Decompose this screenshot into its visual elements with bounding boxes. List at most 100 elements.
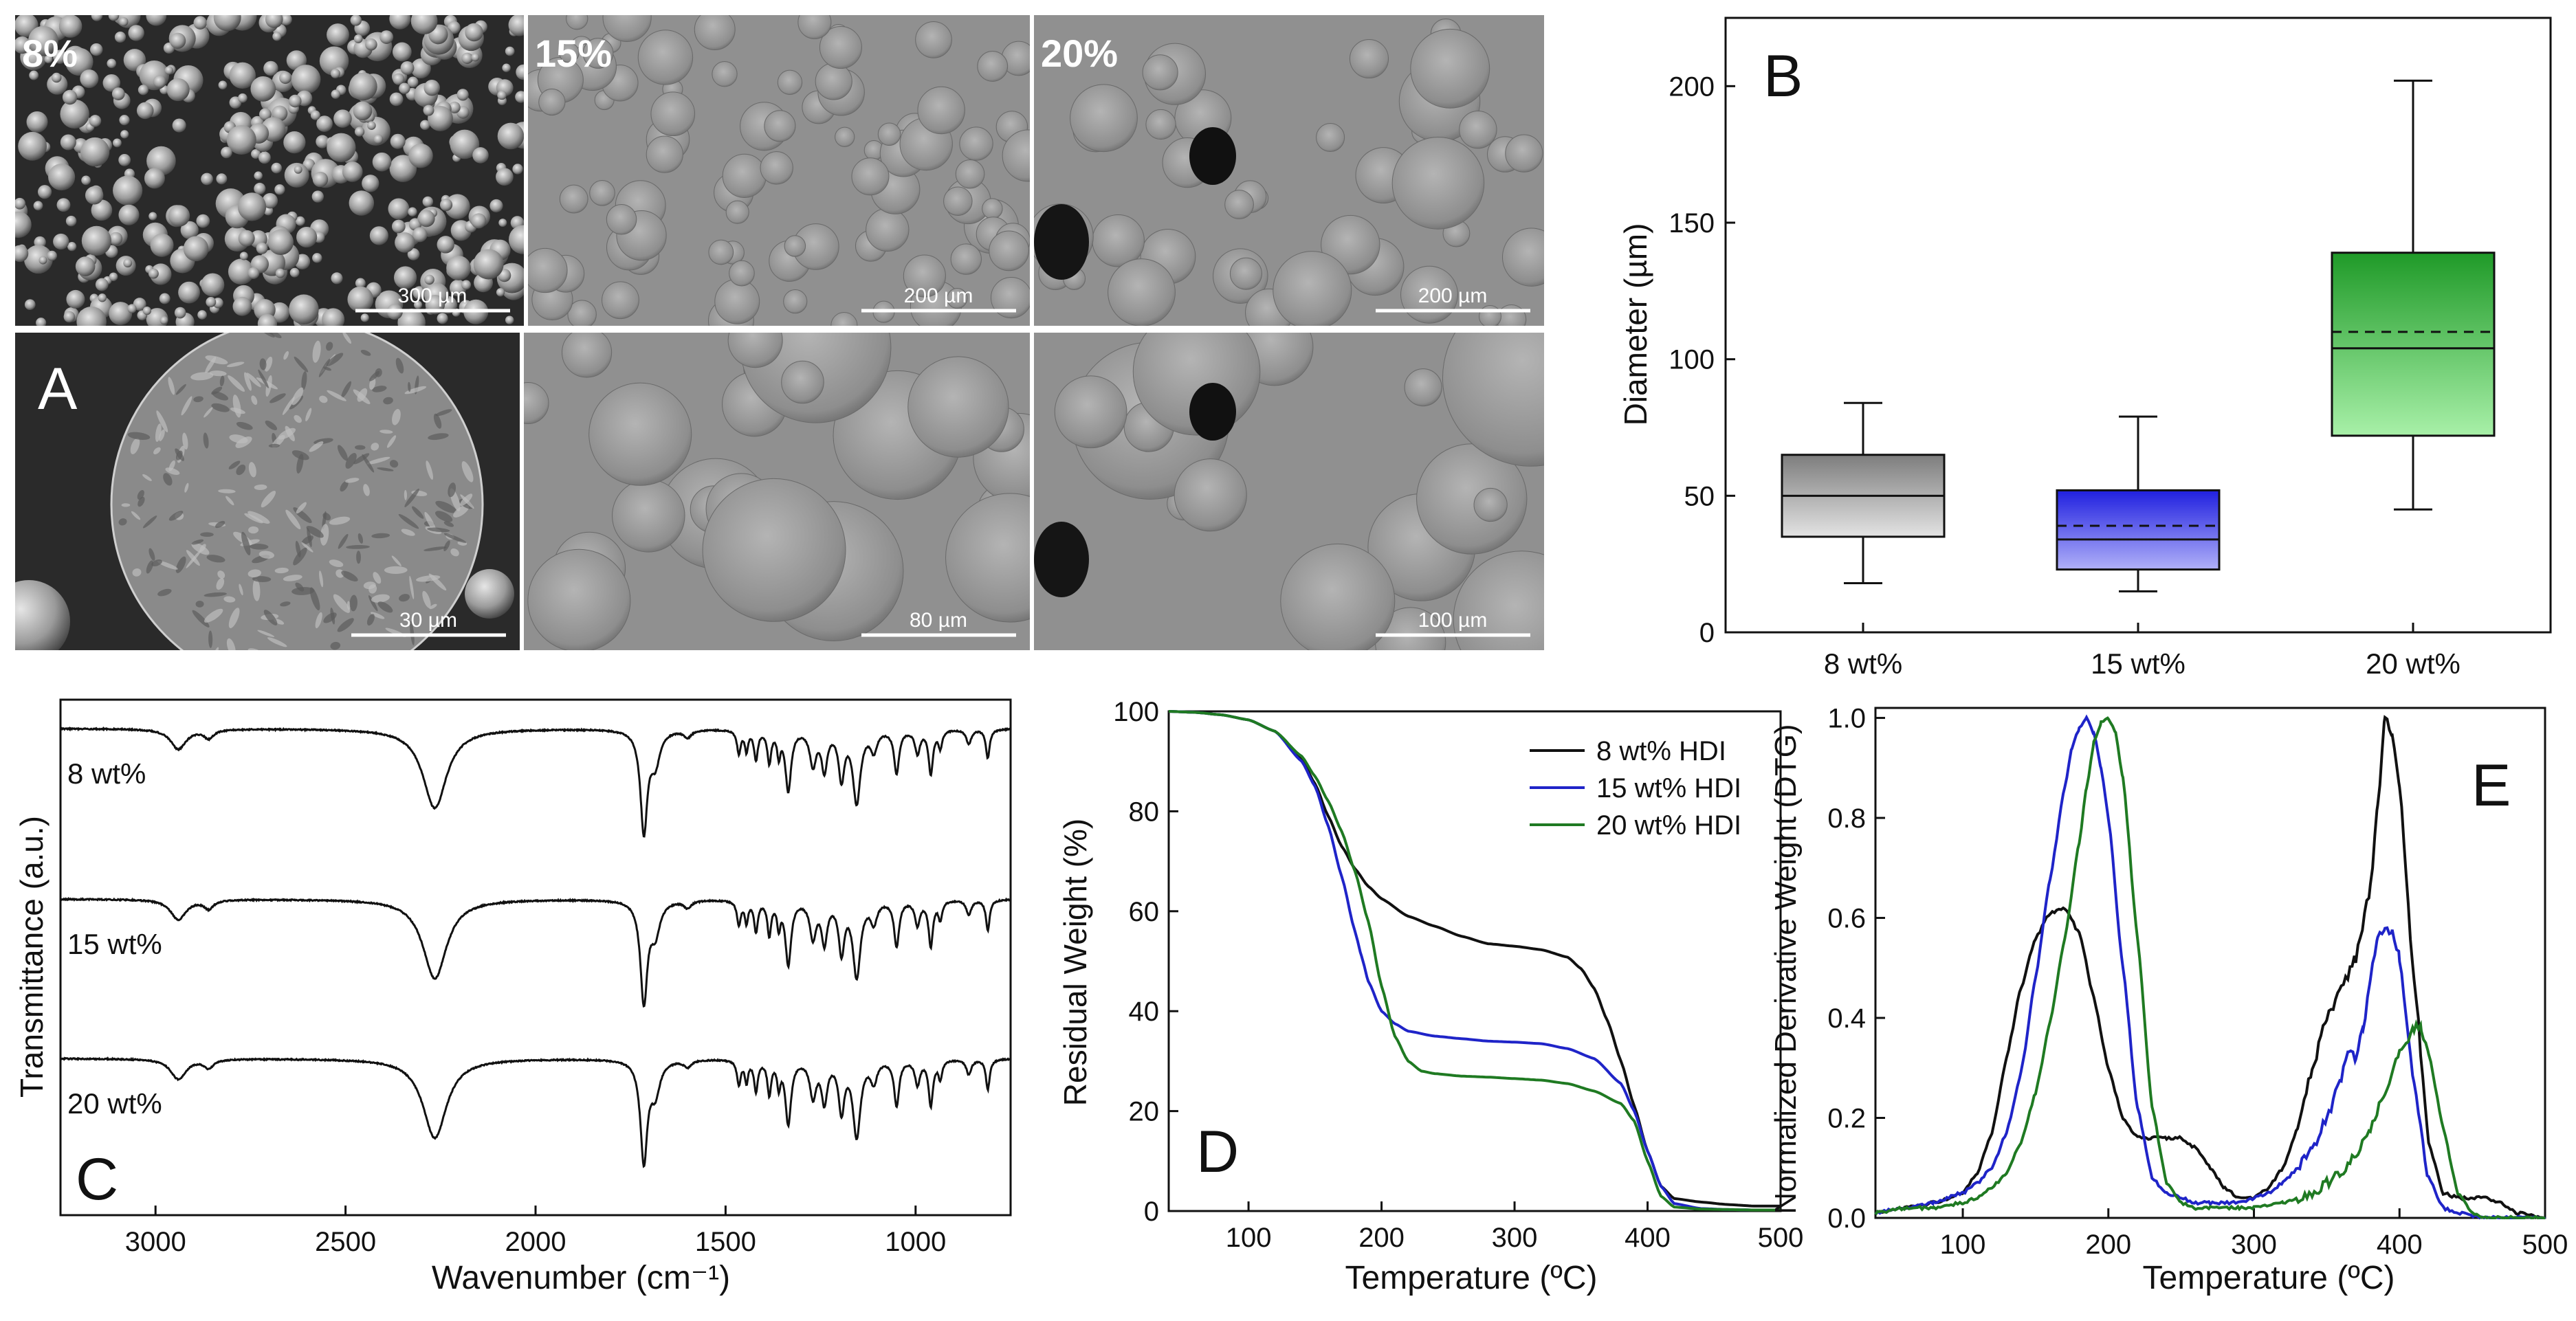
sem-particle bbox=[81, 175, 91, 186]
boxplot-y-tick-label: 200 bbox=[1669, 71, 1715, 102]
sem-image: 30 µm bbox=[15, 333, 520, 673]
sem-particle bbox=[113, 175, 143, 206]
sem-particle bbox=[990, 277, 1030, 319]
sem-texture bbox=[383, 397, 393, 405]
boxplot-y-axis-label: Diameter (µm) bbox=[1618, 223, 1653, 426]
sem-particle bbox=[257, 313, 278, 326]
ftir-chart: C Wavenumber (cm⁻¹) Transmittance (a.u.)… bbox=[14, 698, 1012, 1296]
sem-particle bbox=[164, 66, 173, 75]
sem-particle bbox=[216, 173, 228, 185]
sem-particle bbox=[559, 184, 588, 214]
sem-particle bbox=[251, 148, 261, 159]
sem-particle bbox=[331, 89, 341, 99]
sem-texture bbox=[294, 356, 309, 373]
boxplot-y-tick-label: 150 bbox=[1669, 208, 1715, 238]
sem-texture bbox=[142, 474, 152, 481]
sem-texture bbox=[247, 569, 261, 578]
sem-particle bbox=[819, 25, 862, 69]
tga-x-tick-label: 400 bbox=[1625, 1223, 1671, 1253]
sem-texture bbox=[148, 548, 155, 561]
sem-particle bbox=[424, 274, 434, 285]
sem-particle bbox=[1280, 543, 1396, 650]
sem-particle bbox=[373, 134, 384, 144]
sem-texture bbox=[429, 603, 437, 610]
tga-y-tick-label: 40 bbox=[1129, 997, 1160, 1027]
sem-particle bbox=[183, 236, 209, 262]
sem-particle bbox=[284, 162, 309, 188]
sem-texture bbox=[461, 461, 474, 482]
sem-hole bbox=[1189, 383, 1236, 441]
sem-texture bbox=[401, 529, 415, 536]
sem-particle bbox=[118, 153, 131, 166]
sem-particle bbox=[349, 190, 375, 216]
sem-particle bbox=[127, 304, 137, 313]
sem-particle bbox=[389, 92, 404, 107]
sem-texture bbox=[293, 547, 307, 566]
sem-particle bbox=[784, 235, 806, 257]
sem-particle bbox=[53, 49, 67, 64]
sem-texture bbox=[373, 572, 382, 584]
sem-particle bbox=[1224, 190, 1254, 219]
sem-particle bbox=[327, 133, 356, 162]
sem-texture bbox=[203, 592, 227, 597]
sem-particle bbox=[408, 207, 417, 217]
sem-label: 20% bbox=[1041, 32, 1118, 75]
sem-particle bbox=[637, 30, 694, 85]
sem-particle bbox=[389, 15, 411, 30]
sem-texture bbox=[146, 560, 154, 574]
sem-texture bbox=[428, 433, 449, 441]
sem-particle bbox=[915, 21, 952, 58]
sem-texture bbox=[371, 594, 390, 603]
tga-x-tick-label: 200 bbox=[1358, 1223, 1405, 1253]
sem-texture bbox=[249, 544, 269, 550]
sem-particle bbox=[412, 227, 428, 243]
sem-texture bbox=[404, 386, 427, 395]
sem-particle bbox=[109, 302, 133, 326]
sem-particle bbox=[602, 15, 652, 42]
sem-particle bbox=[1501, 227, 1544, 287]
sem-texture bbox=[258, 333, 275, 337]
sem-texture bbox=[226, 362, 245, 368]
sem-particle bbox=[168, 205, 190, 227]
sem-texture bbox=[366, 456, 390, 465]
sem-particle bbox=[289, 267, 300, 278]
sem-texture bbox=[208, 630, 213, 648]
sem-particle bbox=[294, 165, 302, 174]
sem-texture bbox=[280, 601, 291, 607]
sem-texture bbox=[248, 526, 259, 534]
sem-particle bbox=[63, 311, 76, 323]
ftir-x-tick-label: 2500 bbox=[315, 1227, 376, 1257]
sem-texture bbox=[368, 370, 380, 381]
sem-particle bbox=[172, 118, 186, 133]
sem-particle bbox=[201, 173, 213, 186]
sem-particle bbox=[777, 69, 803, 95]
sem-particle bbox=[148, 268, 159, 279]
sem-particle bbox=[274, 184, 285, 195]
ftir-frame bbox=[59, 698, 1012, 1217]
sem-particle bbox=[118, 204, 140, 225]
sem-particle bbox=[725, 200, 749, 224]
sem-particle bbox=[142, 306, 151, 315]
sem-particle bbox=[238, 230, 255, 247]
sem-texture bbox=[349, 595, 357, 612]
sem-particle bbox=[1410, 28, 1490, 109]
tga-y-tick-label: 60 bbox=[1129, 897, 1160, 927]
sem-texture bbox=[435, 409, 452, 417]
sem-texture bbox=[434, 511, 453, 522]
tga-y-tick-label: 0 bbox=[1144, 1197, 1159, 1227]
sem-texture bbox=[286, 666, 309, 673]
sem-particle bbox=[60, 99, 89, 129]
sem-texture bbox=[366, 614, 375, 626]
tga-y-tick-label: 20 bbox=[1129, 1097, 1160, 1127]
sem-particle bbox=[1404, 368, 1442, 407]
sem-texture bbox=[244, 372, 252, 391]
sem-texture bbox=[433, 413, 442, 429]
dtg-x-tick-label: 300 bbox=[2231, 1230, 2277, 1260]
ftir-series-label: 15 wt% bbox=[67, 928, 162, 960]
sem-particle bbox=[159, 316, 168, 325]
sem-particle bbox=[58, 15, 82, 38]
sem-texture bbox=[389, 460, 399, 468]
sem-particle bbox=[1316, 122, 1345, 153]
sem-particle bbox=[80, 69, 99, 89]
